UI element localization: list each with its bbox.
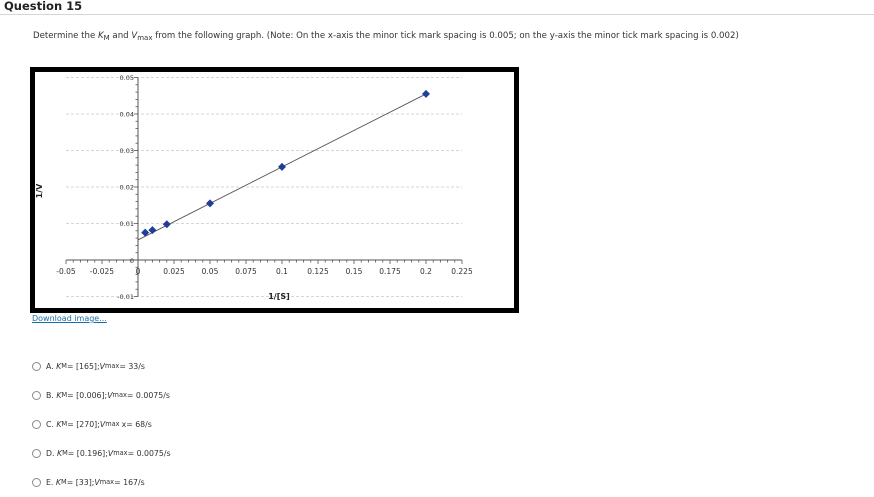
x-tick-label: 0.15 bbox=[346, 267, 363, 276]
option-km-value: = [0.196]; bbox=[67, 448, 108, 458]
km-subscript: M bbox=[61, 362, 67, 370]
axes bbox=[66, 77, 462, 297]
data-point bbox=[162, 220, 171, 229]
x-tick-label: 0.225 bbox=[451, 267, 473, 276]
x-tick-label: 0.125 bbox=[307, 267, 329, 276]
radio-e[interactable] bbox=[32, 477, 41, 487]
km-symbol: K bbox=[56, 419, 62, 429]
option-letter: B. bbox=[46, 390, 54, 400]
prompt-prefix: Determine the bbox=[33, 31, 99, 41]
y-tick-label: 0.04 bbox=[120, 111, 134, 119]
y-tick-label: 0.01 bbox=[120, 220, 134, 228]
option-km-value: = [0.006]; bbox=[67, 390, 108, 400]
data-point bbox=[278, 162, 286, 171]
vmax-subscript: max bbox=[104, 362, 120, 370]
x-tick-label: -0.025 bbox=[90, 267, 114, 276]
vmax-symbol: V bbox=[94, 477, 100, 487]
option-km-value: = [165]; bbox=[67, 361, 100, 371]
x-tick-label: 0.025 bbox=[163, 267, 185, 276]
tick-labels: -0.05 -0.025 0 0.025 0.05 0.075 0.1 0.125 0.15 0.… bbox=[56, 74, 473, 301]
y-tick-label: 0.02 bbox=[120, 184, 134, 192]
question-title: Question 15 bbox=[4, 0, 83, 13]
x-tick-label: 0.175 bbox=[379, 267, 401, 276]
km-subscript: M bbox=[61, 391, 68, 399]
x-tick-label: 0.1 bbox=[276, 267, 288, 276]
data-points bbox=[141, 89, 430, 237]
y-tick-label: 0.03 bbox=[120, 147, 134, 155]
km-subscript: M bbox=[62, 449, 68, 457]
vmax-symbol: V bbox=[107, 448, 114, 458]
chart-svg: -0.05 -0.025 0 0.025 0.05 0.075 0.1 0.125 0.15 0.… bbox=[30, 67, 519, 313]
radio-c[interactable] bbox=[32, 419, 41, 429]
option-extra-mark: x bbox=[121, 419, 127, 429]
data-point bbox=[141, 228, 150, 237]
data-point bbox=[422, 89, 430, 98]
x-tick-label: 0.075 bbox=[235, 267, 257, 276]
vmax-symbol: V bbox=[99, 419, 106, 429]
option-letter: A. bbox=[46, 361, 54, 371]
gridlines bbox=[66, 77, 462, 297]
km-symbol: K bbox=[98, 31, 104, 41]
vmax-symbol: V bbox=[99, 361, 105, 371]
option-km-value: = [33]; bbox=[66, 477, 95, 487]
vmax-subscript: max bbox=[113, 449, 128, 457]
option-km-value: = [270]; bbox=[67, 419, 100, 429]
radio-b[interactable] bbox=[32, 390, 41, 400]
data-point bbox=[206, 199, 214, 208]
radio-a[interactable] bbox=[32, 361, 41, 371]
option-letter: C. bbox=[46, 419, 54, 429]
y-tick-label: -0.01 bbox=[117, 293, 134, 301]
prompt-suffix: from the following graph. (Note: On the … bbox=[152, 31, 739, 41]
km-symbol: K bbox=[56, 448, 63, 458]
question-prompt: Determine the KM and Vmax from the follo… bbox=[33, 31, 863, 42]
option-vmax-value: = 167/s bbox=[114, 477, 145, 487]
radio-d[interactable] bbox=[32, 448, 41, 458]
km-symbol: K bbox=[55, 477, 62, 487]
prompt-and: and bbox=[109, 31, 132, 41]
km-symbol: K bbox=[56, 390, 62, 400]
vmax-subscript: max bbox=[105, 420, 120, 428]
chart-canvas bbox=[35, 72, 514, 308]
option-vmax-value: = 33/s bbox=[119, 361, 145, 371]
option-letter: D. bbox=[46, 448, 55, 458]
y-tick-label: 0 bbox=[130, 257, 134, 265]
vmax-subscript: max bbox=[137, 34, 153, 42]
y-axis-label: 1/V bbox=[35, 183, 44, 198]
y-tick-label: 0.05 bbox=[120, 74, 134, 82]
x-tick-label: 0.2 bbox=[420, 267, 432, 276]
km-symbol: K bbox=[56, 361, 62, 371]
option-vmax-value: = 0.0075/s bbox=[127, 448, 171, 458]
option-vmax-value: = 68/s bbox=[126, 419, 152, 429]
km-subscript: M bbox=[61, 478, 67, 486]
download-image-link[interactable]: Download image... bbox=[32, 314, 107, 323]
question-header: Question 15 bbox=[0, 0, 874, 15]
vmax-subscript: max bbox=[112, 391, 127, 399]
vmax-symbol: V bbox=[131, 31, 138, 41]
x-tick-label: -0.05 bbox=[56, 267, 76, 276]
option-letter: E. bbox=[46, 477, 54, 487]
km-subscript: M bbox=[103, 34, 110, 42]
x-axis-label: 1/[S] bbox=[268, 292, 290, 301]
vmax-symbol: V bbox=[107, 390, 113, 400]
x-tick-label: 0 bbox=[136, 267, 141, 276]
km-subscript: M bbox=[61, 420, 68, 428]
x-tick-label: 0.05 bbox=[202, 267, 219, 276]
option-vmax-value: = 0.0075/s bbox=[126, 390, 170, 400]
vmax-subscript: max bbox=[99, 478, 115, 486]
data-point bbox=[148, 226, 157, 235]
lineweaver-burk-chart: -0.05 -0.025 0 0.025 0.05 0.075 0.1 0.125 0.15 0.… bbox=[30, 67, 519, 313]
